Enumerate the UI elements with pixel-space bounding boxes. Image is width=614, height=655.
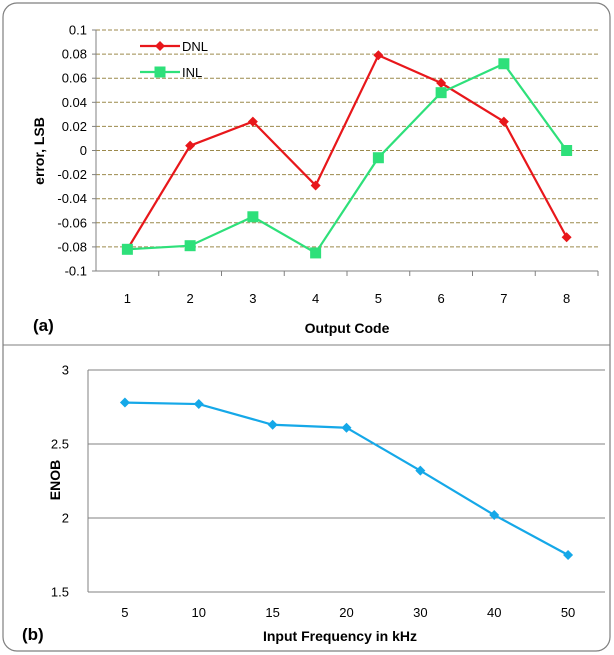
x-tick-label: 2	[187, 291, 194, 306]
y-axis-title-b: ENOB	[47, 460, 63, 500]
legend-label-inl: INL	[182, 65, 202, 80]
x-tick-label: 50	[561, 605, 575, 620]
data-point-0	[267, 419, 278, 430]
chart-panel-a: 0.1 0.08 0.06 0.04 0.02 0 -0.02 -0.04 -0.06 -0.08…	[31, 23, 599, 336]
y-tick-label: 0.1	[69, 23, 87, 38]
y-tick-label: 0.02	[62, 119, 87, 134]
data-point-dnl	[247, 116, 258, 127]
data-point-0	[119, 397, 130, 408]
y-tick-label: 3	[62, 363, 69, 378]
legend-marker-inl	[154, 66, 166, 78]
y-tick-label: -0.08	[57, 239, 87, 254]
legend-marker-dnl	[155, 41, 165, 51]
y-tick-labels-b: 3 2.5 2 1.5	[51, 363, 69, 600]
x-tick-label: 20	[339, 605, 353, 620]
y-tick-label: -0.06	[57, 215, 87, 230]
series-line-inl	[127, 62, 568, 255]
data-point-0	[489, 510, 500, 521]
x-tick-label: 10	[192, 605, 206, 620]
data-point-dnl	[310, 180, 321, 191]
legend-a: DNL INL	[140, 39, 208, 80]
x-axis-title-a: Output Code	[305, 320, 390, 336]
series-a	[121, 50, 573, 259]
data-point-inl	[247, 211, 259, 223]
data-point-dnl	[498, 116, 509, 127]
y-tick-label: -0.04	[57, 191, 87, 206]
x-tick-label: 5	[375, 291, 382, 306]
y-tick-label: 2.5	[51, 437, 69, 452]
y-tick-labels-a: 0.1 0.08 0.06 0.04 0.02 0 -0.02 -0.04 -0.06 -0.08…	[57, 23, 87, 279]
y-tick-label: -0.02	[57, 167, 87, 182]
y-tick-label: 0.06	[62, 71, 87, 86]
chart-panel-b: 3 2.5 2 1.5 5 10 15 20 30 40 50 ENOB Input Freque…	[22, 363, 605, 644]
data-point-0	[341, 422, 352, 433]
panel-label-b: (b)	[22, 625, 44, 644]
data-point-inl	[372, 152, 384, 164]
x-tick-label: 7	[500, 291, 507, 306]
y-axis-title-a: error, LSB	[31, 117, 47, 185]
y-tick-label: 0.04	[62, 95, 87, 110]
data-point-inl	[498, 58, 510, 70]
panel-label-a: (a)	[33, 316, 54, 335]
data-point-dnl	[373, 50, 384, 61]
x-tick-labels-b: 5 10 15 20 30 40 50	[121, 605, 575, 620]
y-tick-label: 0.08	[62, 47, 87, 62]
data-point-0	[415, 465, 426, 476]
data-point-dnl	[185, 140, 196, 151]
series-b	[119, 397, 574, 560]
x-tick-label: 15	[265, 605, 279, 620]
data-point-dnl	[561, 232, 572, 243]
x-tick-label: 8	[563, 291, 570, 306]
x-tick-label: 40	[487, 605, 501, 620]
axes-b	[87, 370, 605, 593]
data-point-0	[563, 550, 574, 560]
x-axis-title-b: Input Frequency in kHz	[263, 628, 417, 644]
data-point-inl	[310, 247, 322, 259]
x-tick-label: 4	[312, 291, 319, 306]
x-tick-label: 1	[124, 291, 131, 306]
axes-a	[92, 29, 599, 276]
series-line-dnl	[126, 53, 568, 250]
x-tick-label: 3	[249, 291, 256, 306]
y-tick-label: 0	[80, 143, 87, 158]
grid-b	[88, 369, 605, 519]
data-point-inl	[561, 145, 573, 156]
y-tick-label: 1.5	[51, 585, 69, 600]
y-tick-label: 2	[62, 511, 69, 526]
data-point-inl	[435, 87, 447, 99]
x-tick-label: 30	[413, 605, 427, 620]
data-point-inl	[121, 243, 133, 255]
x-tick-labels-a: 1 2 3 4 5 6 7 8	[124, 291, 570, 306]
data-point-dnl	[436, 78, 447, 89]
y-tick-label: -0.1	[65, 264, 87, 279]
data-point-0	[193, 399, 204, 410]
data-point-inl	[184, 240, 196, 252]
x-tick-label: 5	[121, 605, 128, 620]
legend-label-dnl: DNL	[182, 39, 208, 54]
x-tick-label: 6	[438, 291, 445, 306]
